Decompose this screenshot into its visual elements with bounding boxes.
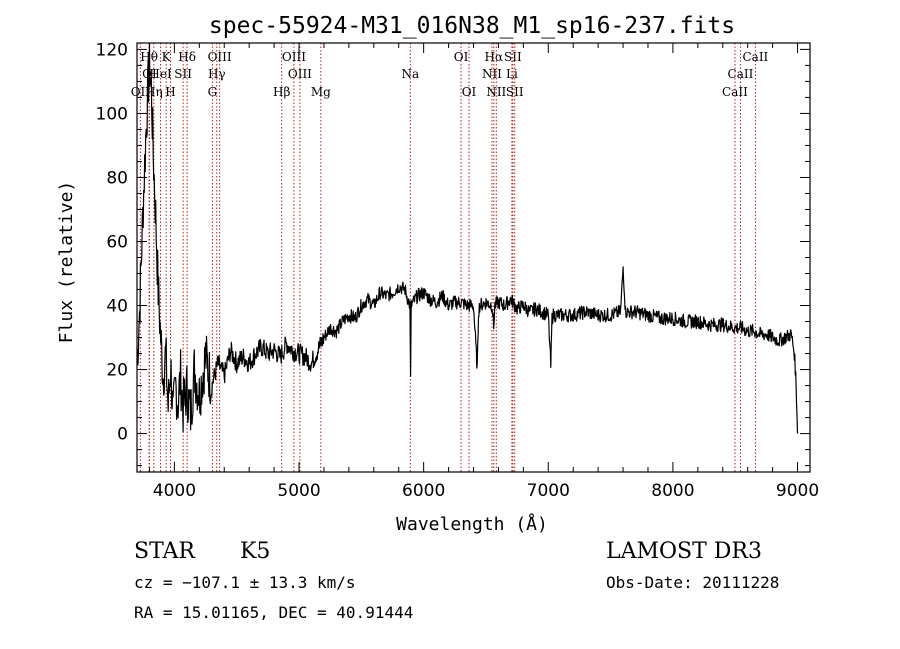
line-marker-label: Mg xyxy=(311,85,331,99)
line-marker-label: OII xyxy=(131,85,151,99)
line-marker-label: CaII xyxy=(742,50,768,64)
line-marker-label: OIII xyxy=(288,67,312,81)
line-marker-label: CaII xyxy=(728,67,754,81)
survey-name: LAMOST DR3 xyxy=(606,539,762,564)
line-marker-label: Li xyxy=(506,67,518,81)
line-marker-label: OIII xyxy=(208,50,232,64)
y-tick-label: 20 xyxy=(106,361,128,381)
line-marker-label: NII xyxy=(482,67,502,81)
line-marker-label: CaII xyxy=(722,85,748,99)
line-marker-label: Hα xyxy=(485,50,504,64)
x-tick-label: 7000 xyxy=(527,481,570,501)
line-marker-label: Hδ xyxy=(178,50,196,64)
x-tick-label: 4000 xyxy=(153,481,196,501)
line-marker-label: H xyxy=(165,85,175,99)
x-tick-label: 9000 xyxy=(776,481,819,501)
chart-title: spec-55924-M31_016N38_M1_sp16-237.fits xyxy=(209,13,735,39)
observation-date: Obs-Date: 20111228 xyxy=(606,573,780,592)
line-marker-label: HeI xyxy=(149,67,172,81)
line-marker-label: OIII xyxy=(282,50,306,64)
y-tick-label: 120 xyxy=(96,40,128,60)
x-axis-label: Wavelength (Å) xyxy=(396,513,548,535)
line-marker-label: Hγ xyxy=(208,67,226,81)
line-marker-label: SII xyxy=(504,50,522,64)
x-tick-label: 6000 xyxy=(402,481,445,501)
line-marker-label: SII xyxy=(174,67,192,81)
x-tick-label: 8000 xyxy=(651,481,694,501)
y-axis-label: Flux (relative) xyxy=(56,181,77,344)
y-tick-label: 60 xyxy=(106,232,128,252)
spectrum-line xyxy=(136,42,799,434)
line-marker-label: NII xyxy=(486,85,506,99)
object-class: STAR xyxy=(134,539,195,564)
object-subclass: K5 xyxy=(240,539,271,564)
y-tick-label: 100 xyxy=(96,104,128,124)
line-marker-label: Hβ xyxy=(273,85,290,99)
line-marker-label: K xyxy=(162,50,172,64)
line-marker-label: OI xyxy=(454,50,469,64)
plot-frame xyxy=(136,42,811,473)
line-marker-label: Na xyxy=(401,67,419,81)
x-tick-label: 5000 xyxy=(277,481,320,501)
line-marker-label: G xyxy=(208,85,218,99)
y-tick-label: 80 xyxy=(106,168,128,188)
line-marker-label: SII xyxy=(506,85,524,99)
line-marker-label: Hη xyxy=(145,85,163,99)
y-tick-label: 40 xyxy=(106,297,128,317)
line-marker-label: OI xyxy=(462,85,477,99)
axis-ticks: 4000 5000 6000 7000 8000 9000 0 20 40 60 80 100 120 xyxy=(96,40,820,501)
y-tick-label: 0 xyxy=(117,425,128,445)
coordinates: RA = 15.01165, DEC = 40.91444 xyxy=(134,603,414,622)
redshift-velocity: cz = −107.1 ± 13.3 km/s xyxy=(134,573,356,592)
